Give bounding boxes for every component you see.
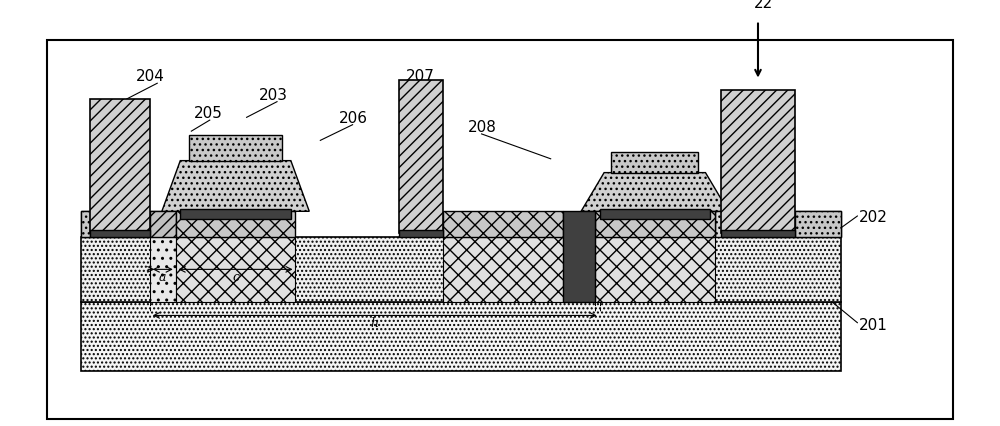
- Bar: [180, 210, 291, 219]
- Text: c: c: [232, 271, 239, 284]
- Polygon shape: [581, 173, 729, 212]
- Bar: [81, 238, 841, 302]
- Bar: [81, 302, 841, 371]
- Text: 22: 22: [753, 0, 773, 11]
- Bar: [399, 230, 443, 238]
- Bar: [81, 212, 164, 238]
- Bar: [90, 100, 150, 233]
- Text: d: d: [585, 257, 593, 271]
- Bar: [189, 135, 282, 161]
- Bar: [176, 238, 295, 302]
- Text: 201: 201: [859, 317, 888, 332]
- Text: 207: 207: [406, 69, 435, 84]
- Text: 206: 206: [339, 111, 368, 126]
- Bar: [81, 212, 90, 238]
- Bar: [563, 212, 595, 302]
- Text: 208: 208: [468, 120, 497, 135]
- Polygon shape: [162, 161, 309, 212]
- Text: h: h: [371, 317, 379, 330]
- Bar: [600, 210, 710, 219]
- Text: 203: 203: [259, 88, 288, 103]
- Bar: [721, 90, 795, 233]
- Text: a: a: [159, 271, 167, 284]
- Bar: [90, 230, 150, 238]
- Bar: [399, 81, 443, 233]
- Bar: [715, 212, 841, 238]
- Text: e: e: [575, 271, 582, 284]
- Bar: [721, 230, 795, 238]
- Text: 204: 204: [136, 69, 165, 84]
- Bar: [176, 212, 295, 238]
- Bar: [595, 212, 715, 238]
- Bar: [443, 238, 563, 302]
- Text: 202: 202: [859, 210, 888, 225]
- Bar: [611, 153, 698, 173]
- Bar: [150, 238, 176, 302]
- Text: 205: 205: [194, 106, 223, 121]
- Bar: [443, 212, 563, 238]
- Bar: [795, 212, 841, 238]
- Bar: [595, 238, 715, 302]
- Bar: [150, 212, 176, 238]
